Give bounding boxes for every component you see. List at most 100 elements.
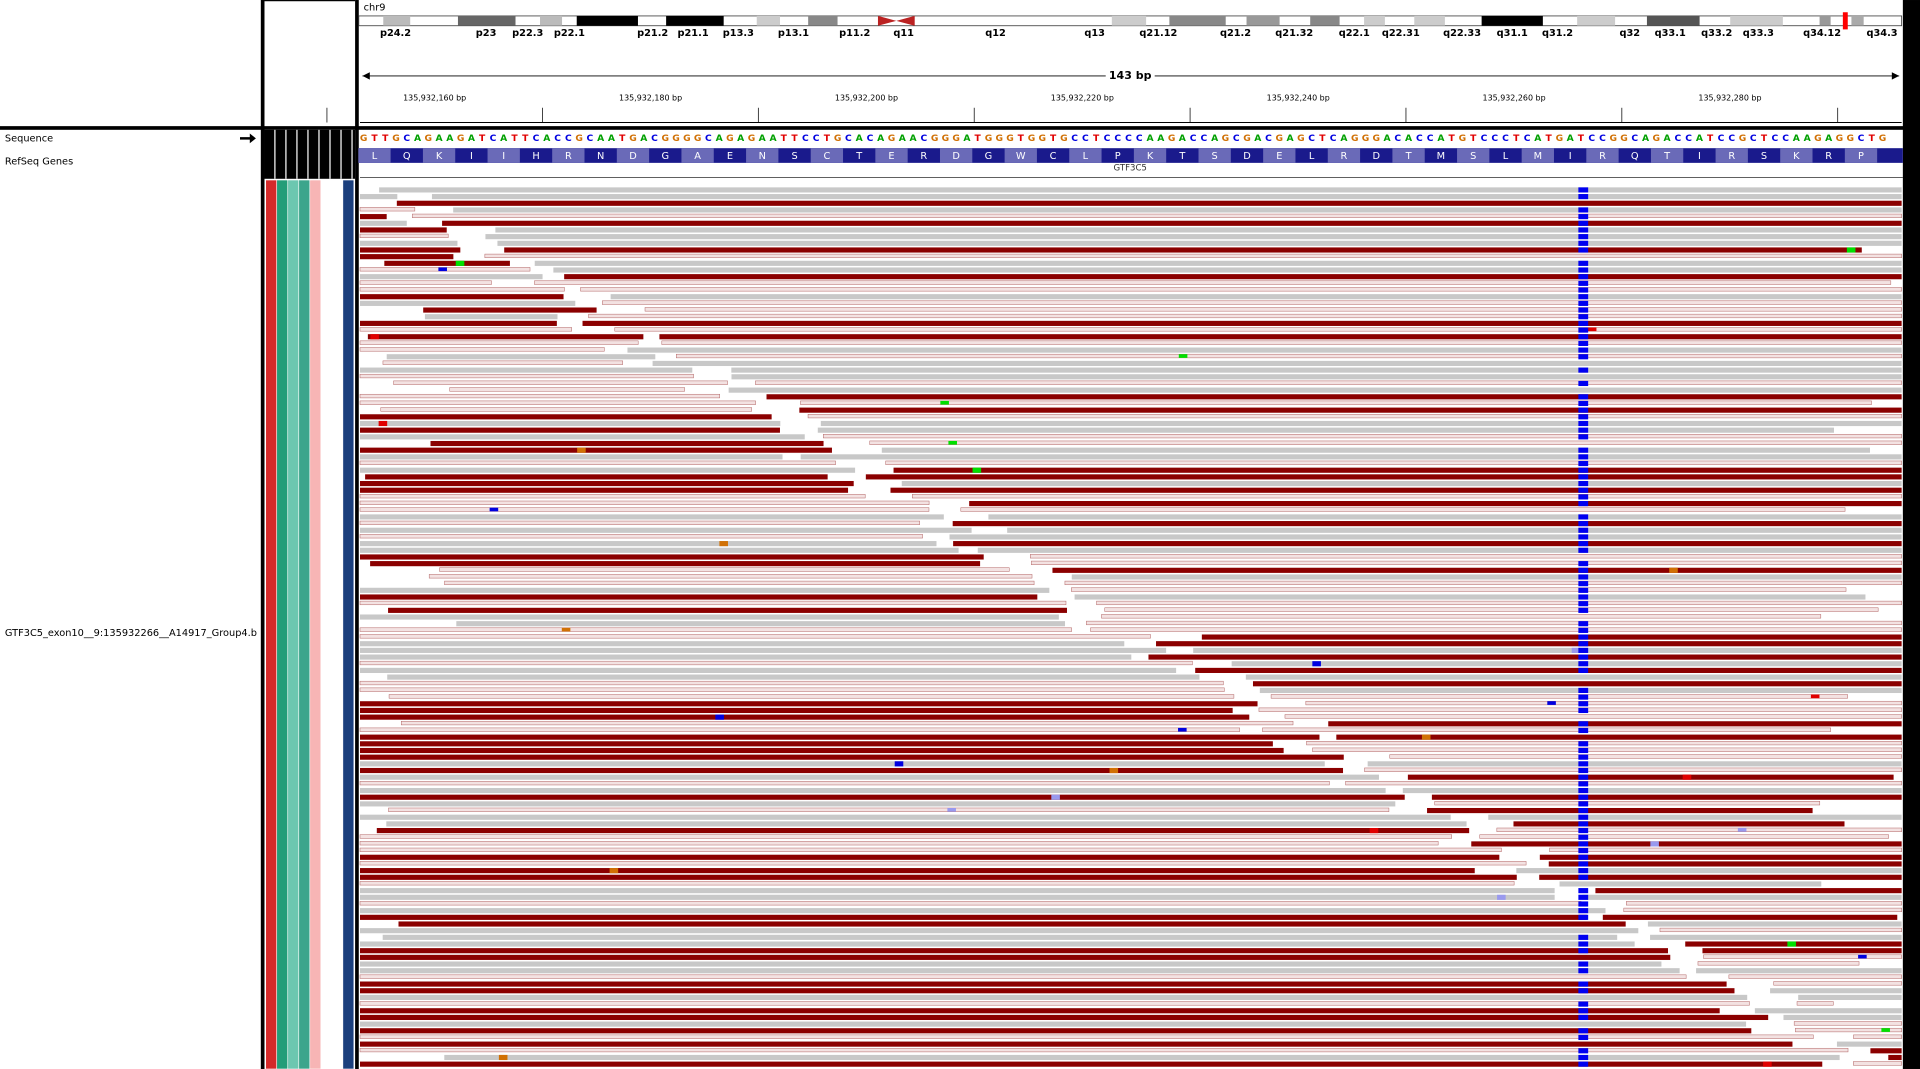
cytoband bbox=[1310, 15, 1340, 26]
amino-acid: T bbox=[1405, 151, 1412, 162]
gene-feature[interactable] bbox=[358, 148, 1903, 163]
read bbox=[1696, 968, 1902, 974]
read bbox=[1306, 741, 1902, 746]
read bbox=[359, 340, 639, 345]
read bbox=[360, 320, 557, 326]
track-name[interactable]: RefSeq Genes bbox=[5, 157, 73, 168]
read bbox=[602, 300, 1902, 305]
read bbox=[360, 714, 1250, 720]
base: A bbox=[1287, 133, 1295, 144]
cytoband-label: p23 bbox=[476, 28, 497, 39]
read bbox=[360, 761, 1325, 767]
cytoband-label: p22.3 bbox=[512, 28, 543, 39]
mismatch bbox=[577, 447, 586, 453]
read bbox=[534, 280, 1892, 285]
base: G bbox=[942, 133, 950, 144]
read bbox=[359, 634, 1151, 639]
base: T bbox=[479, 133, 486, 144]
mismatch bbox=[1578, 260, 1589, 266]
read bbox=[360, 747, 1284, 754]
read bbox=[384, 260, 510, 266]
mismatch bbox=[1578, 1008, 1589, 1014]
ruler-label: 135,932,160 bp bbox=[403, 93, 466, 102]
mismatch bbox=[1578, 801, 1589, 807]
mismatch bbox=[1578, 941, 1589, 947]
read bbox=[1427, 807, 1813, 814]
base: G bbox=[1028, 133, 1036, 144]
mismatch bbox=[1578, 274, 1589, 280]
read bbox=[393, 380, 728, 385]
codon bbox=[681, 148, 714, 163]
amino-acid: M bbox=[1437, 151, 1445, 162]
read bbox=[360, 954, 1671, 960]
strand-arrow[interactable] bbox=[240, 133, 256, 144]
read bbox=[1513, 821, 1845, 827]
cytoband-label: q33.3 bbox=[1743, 28, 1774, 39]
mismatch bbox=[1578, 347, 1589, 353]
read bbox=[360, 941, 1635, 947]
read bbox=[379, 187, 1902, 193]
chromosome[interactable]: chr9 bbox=[364, 2, 386, 13]
base: T bbox=[975, 133, 982, 144]
read bbox=[820, 420, 1902, 427]
base: T bbox=[1545, 133, 1552, 144]
span-label: 143 bp bbox=[1109, 69, 1152, 82]
base: T bbox=[824, 133, 831, 144]
base: G bbox=[662, 133, 670, 144]
mismatch bbox=[1578, 868, 1589, 874]
base: A bbox=[436, 133, 444, 144]
amino-acid: I bbox=[1698, 151, 1701, 162]
read bbox=[359, 974, 1687, 979]
base: A bbox=[963, 133, 971, 144]
mismatch bbox=[1763, 1061, 1772, 1067]
mismatch bbox=[1578, 334, 1589, 340]
mismatch bbox=[1578, 901, 1589, 907]
amino-acid: D bbox=[1243, 151, 1251, 162]
base: T bbox=[1018, 133, 1025, 144]
mismatch bbox=[948, 440, 957, 445]
base: G bbox=[575, 133, 583, 144]
read bbox=[360, 300, 576, 306]
read bbox=[386, 354, 656, 360]
base: C bbox=[1675, 133, 1682, 144]
read bbox=[799, 407, 1902, 413]
read bbox=[359, 901, 1582, 906]
base: T bbox=[1470, 133, 1477, 144]
base: G bbox=[726, 133, 734, 144]
attribute-sep bbox=[318, 129, 320, 179]
base: G bbox=[1846, 133, 1854, 144]
base: C bbox=[587, 133, 594, 144]
read bbox=[1888, 1054, 1902, 1061]
mismatch bbox=[1578, 1054, 1589, 1061]
base: A bbox=[640, 133, 648, 144]
mismatch bbox=[1578, 514, 1589, 520]
mismatch bbox=[1578, 641, 1589, 647]
mismatch bbox=[1578, 267, 1589, 273]
read bbox=[1793, 1021, 1902, 1026]
amino-acid: L bbox=[1503, 151, 1509, 162]
read bbox=[388, 694, 1235, 699]
mismatch bbox=[1578, 494, 1589, 500]
codon bbox=[1844, 148, 1878, 163]
track-name[interactable]: GTF3C5_exon10__9:135932266__A14917_Group… bbox=[5, 628, 257, 639]
base: C bbox=[554, 133, 561, 144]
read bbox=[360, 801, 1396, 807]
base: G bbox=[1006, 133, 1014, 144]
read bbox=[360, 420, 781, 427]
read bbox=[360, 988, 1735, 994]
amino-acid: R bbox=[1825, 151, 1832, 162]
read bbox=[449, 387, 685, 392]
base: C bbox=[1201, 133, 1208, 144]
read bbox=[360, 948, 1668, 954]
mismatch bbox=[1578, 754, 1589, 760]
read bbox=[1007, 527, 1902, 533]
attribute-sep bbox=[329, 129, 331, 179]
base: G bbox=[457, 133, 465, 144]
track-name[interactable]: Sequence bbox=[5, 133, 53, 144]
read bbox=[360, 554, 984, 560]
read bbox=[360, 914, 1587, 920]
read bbox=[1245, 674, 1902, 680]
base: A bbox=[759, 133, 767, 144]
mismatch bbox=[715, 714, 724, 720]
base: A bbox=[1642, 133, 1650, 144]
